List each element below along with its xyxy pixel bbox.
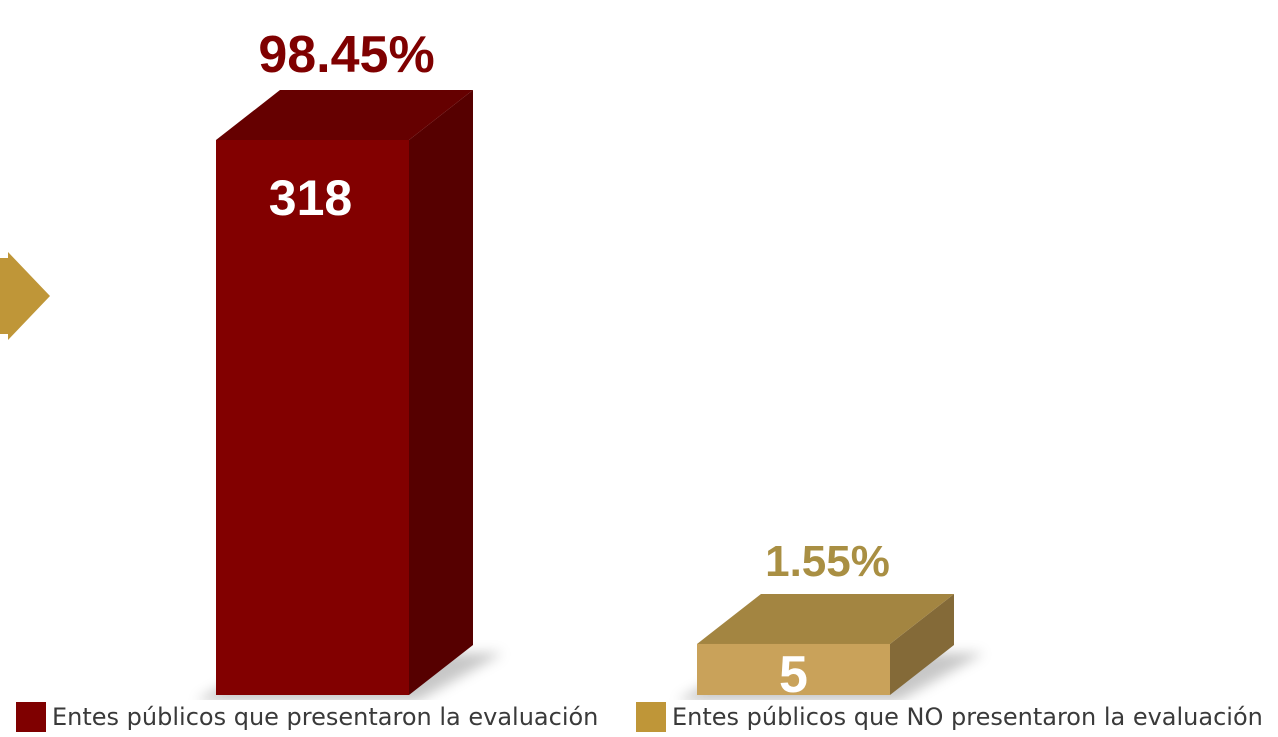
legend-label-presented: Entes públicos que presentaron la evalua…: [52, 703, 599, 731]
bar-top-not-presented: [697, 593, 954, 644]
legend-item-not-presented: Entes públicos que NO presentaron la eva…: [636, 700, 1263, 734]
bar-side-not-presented: [890, 593, 954, 695]
bar-value-label-presented: 318: [269, 170, 352, 226]
legend-label-not-presented: Entes públicos que NO presentaron la eva…: [672, 703, 1263, 731]
legend-swatch-not-presented: [636, 702, 666, 732]
bar-presented: [216, 140, 409, 695]
bar-not-presented: [697, 643, 890, 695]
bar-top-presented: [216, 90, 473, 140]
bar-value-label-not-presented: 5: [779, 646, 808, 700]
bar-percent-label-not-presented: 1.55%: [765, 537, 890, 586]
legend-item-presented: Entes públicos que presentaron la evalua…: [16, 700, 598, 734]
bar-chart: 318 98.45% 5 1.55%: [0, 26, 984, 700]
bar-percent-label-presented: 98.45%: [258, 26, 434, 84]
legend-swatch-presented: [16, 702, 46, 732]
bar-side-presented: [409, 90, 473, 695]
arrow-right-icon: [0, 252, 50, 340]
